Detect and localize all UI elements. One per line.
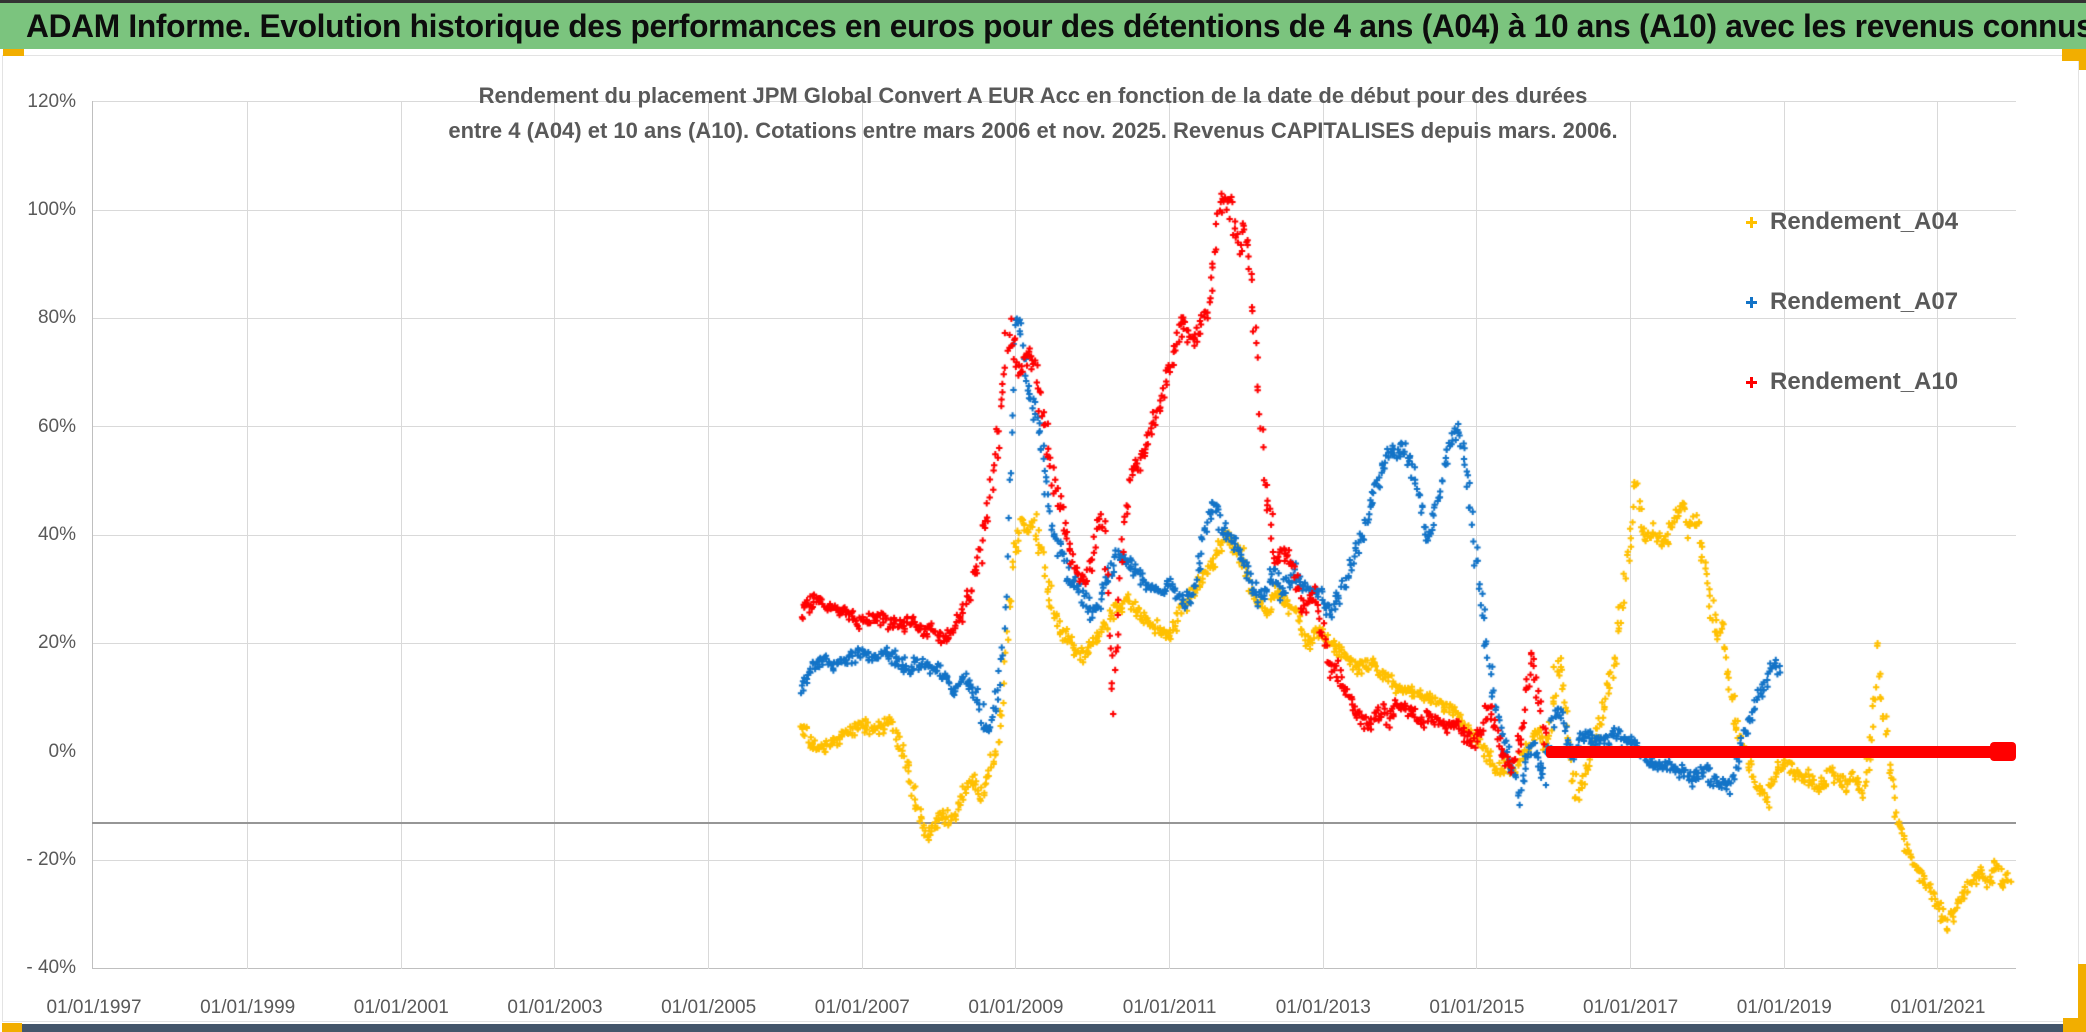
gridline-2011 bbox=[1169, 101, 1171, 969]
y-axis-line bbox=[92, 101, 93, 969]
report-title: ADAM Informe. Evolution historique des p… bbox=[26, 8, 2086, 44]
legend-item-rendement_a10[interactable]: Rendement_A10 bbox=[1746, 367, 1958, 397]
title-banner: ADAM Informe. Evolution historique des p… bbox=[0, 0, 2086, 49]
y-tick-100: 100% bbox=[27, 199, 76, 221]
chart-title-line1: Rendement du placement JPM Global Conver… bbox=[478, 83, 1588, 108]
x-tick-2019: 01/01/2019 bbox=[1736, 997, 1832, 1018]
y-tick-40: 40% bbox=[37, 524, 76, 546]
frame-mark-top-right-v bbox=[2079, 49, 2086, 70]
x-tick-2007: 01/01/2007 bbox=[814, 997, 910, 1018]
gridline-40pct bbox=[92, 534, 2016, 536]
x-tick-1997: 01/01/1997 bbox=[46, 997, 142, 1018]
x-tick-2009: 01/01/2009 bbox=[968, 997, 1064, 1018]
y-tick--40: - 40% bbox=[26, 957, 76, 979]
gridline-2003 bbox=[554, 101, 556, 969]
frame-mark-bottom-right-v bbox=[2078, 964, 2086, 1032]
gridline-20pct bbox=[92, 642, 2016, 644]
legend-item-rendement_a04[interactable]: Rendement_A04 bbox=[1746, 207, 1958, 237]
legend-label: Rendement_A10 bbox=[1770, 368, 1959, 395]
legend-plus-marker-icon bbox=[1746, 296, 1757, 308]
gridline-60pct bbox=[92, 426, 2016, 428]
frame-mark-bottom-left bbox=[2, 1023, 22, 1032]
y-tick-80: 80% bbox=[37, 307, 76, 329]
zero-line-endcap bbox=[1989, 742, 2016, 762]
category-axis-line bbox=[92, 821, 2016, 824]
gridline-100pct bbox=[92, 209, 2016, 211]
gridline-2017 bbox=[1630, 101, 1632, 969]
x-tick-2003: 01/01/2003 bbox=[507, 997, 603, 1018]
x-tick-1999: 01/01/1999 bbox=[200, 997, 296, 1018]
x-tick-2001: 01/01/2001 bbox=[353, 997, 449, 1018]
bottom-strip bbox=[22, 1024, 2063, 1032]
legend-label: Rendement_A04 bbox=[1770, 208, 1959, 235]
y-tick-120: 120% bbox=[27, 90, 76, 112]
gridline-2005 bbox=[708, 101, 710, 969]
gridline-2015 bbox=[1476, 101, 1478, 969]
legend-label: Rendement_A07 bbox=[1770, 288, 1959, 315]
y-tick-20: 20% bbox=[37, 632, 76, 654]
legend-plus-marker-icon bbox=[1746, 376, 1757, 388]
gridline-2009 bbox=[1015, 101, 1017, 969]
x-tick-2005: 01/01/2005 bbox=[661, 997, 757, 1018]
plot-bottom-border bbox=[92, 967, 2016, 969]
x-tick-2017: 01/01/2017 bbox=[1583, 997, 1679, 1018]
chart-area bbox=[2, 55, 2079, 1022]
gridline--20pct bbox=[92, 859, 2016, 861]
x-tick-2015: 01/01/2015 bbox=[1429, 997, 1525, 1018]
x-tick-2013: 01/01/2013 bbox=[1275, 997, 1371, 1018]
y-tick-60: 60% bbox=[37, 415, 76, 437]
y-tick--20: - 20% bbox=[26, 849, 76, 871]
chart-title: Rendement du placement JPM Global Conver… bbox=[333, 78, 1733, 148]
gridline-2013 bbox=[1322, 101, 1324, 969]
legend-item-rendement_a07[interactable]: Rendement_A07 bbox=[1746, 287, 1958, 317]
gridline-80pct bbox=[92, 317, 2016, 319]
gridline-2007 bbox=[861, 101, 863, 969]
x-tick-2011: 01/01/2011 bbox=[1122, 997, 1217, 1018]
frame-mark-top-left bbox=[3, 49, 24, 56]
chart-title-line2: entre 4 (A04) et 10 ans (A10). Cotations… bbox=[448, 118, 1618, 143]
gridline-1999 bbox=[247, 101, 249, 969]
zero-reference-line bbox=[1546, 745, 2015, 758]
y-tick-0: 0% bbox=[48, 740, 76, 762]
gridline-2001 bbox=[400, 101, 402, 969]
legend-plus-marker-icon bbox=[1746, 216, 1757, 228]
x-tick-2021: 01/01/2021 bbox=[1890, 997, 1986, 1018]
